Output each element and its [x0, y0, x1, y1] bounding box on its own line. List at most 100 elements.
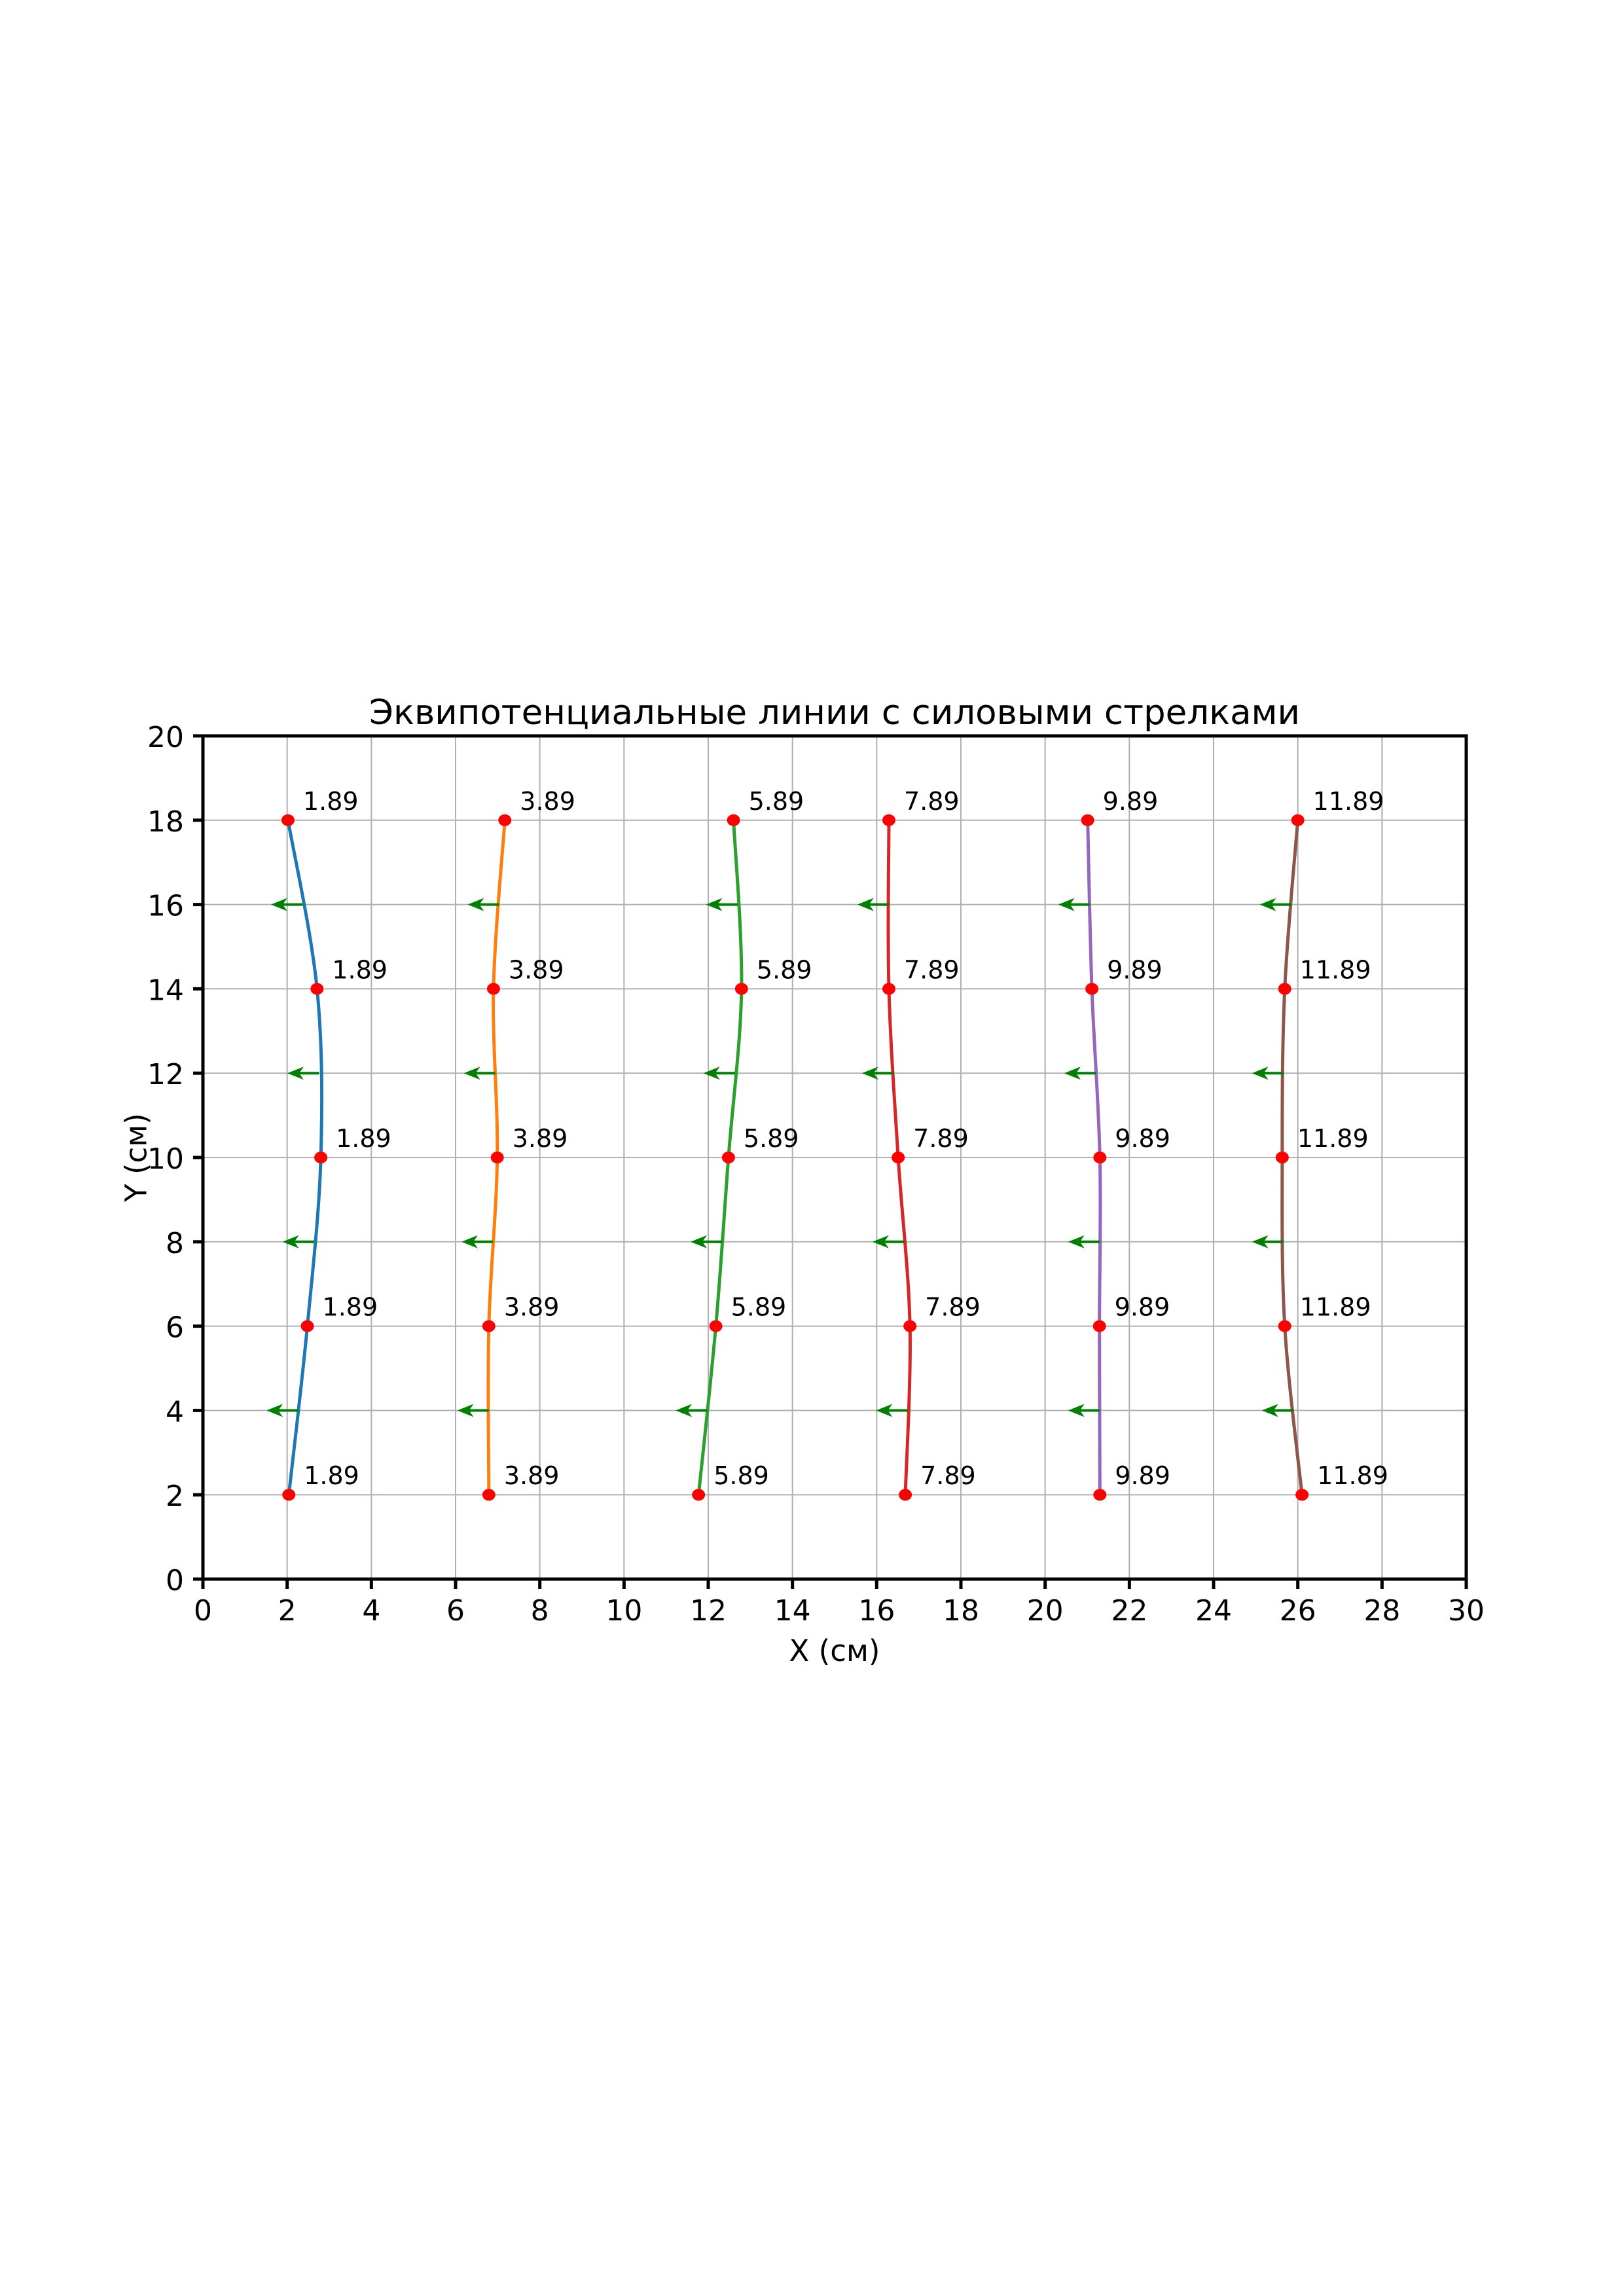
potential-label: 7.89: [920, 1461, 976, 1490]
force-arrow-head: [690, 1235, 707, 1248]
x-tick-label: 12: [690, 1594, 727, 1628]
x-tick-label: 8: [531, 1594, 549, 1628]
x-tick-label: 0: [194, 1594, 212, 1628]
potential-label: 1.89: [323, 1293, 378, 1322]
potential-label: 1.89: [336, 1124, 391, 1153]
potential-label: 9.89: [1115, 1124, 1170, 1153]
potential-label: 7.89: [904, 955, 960, 984]
data-point-3.89: [498, 814, 512, 826]
data-point-7.89: [892, 1152, 905, 1163]
force-arrow-head: [467, 898, 484, 911]
x-tick-label: 26: [1280, 1594, 1316, 1628]
y-tick-label: 8: [166, 1227, 184, 1260]
force-arrow-head: [1068, 1235, 1085, 1248]
force-arrow-head: [1259, 898, 1276, 911]
force-arrow-head: [1261, 1404, 1278, 1417]
y-tick-label: 0: [166, 1564, 184, 1597]
potential-label: 9.89: [1115, 1293, 1170, 1322]
potential-label: 5.89: [744, 1124, 799, 1153]
grid: [203, 736, 1466, 1579]
y-tick-label: 2: [166, 1480, 184, 1513]
data-point-5.89: [692, 1489, 706, 1501]
y-tick-label: 10: [147, 1142, 184, 1176]
data-point-7.89: [899, 1489, 912, 1501]
data-point-5.89: [721, 1152, 735, 1163]
force-arrow-head: [457, 1404, 474, 1417]
force-arrow-head: [872, 1235, 889, 1248]
data-point-11.89: [1278, 1320, 1291, 1332]
data-point-3.89: [490, 1152, 504, 1163]
data-point-1.89: [310, 983, 324, 995]
data-point-1.89: [281, 814, 295, 826]
data-point-3.89: [482, 1489, 496, 1501]
force-arrow-head: [676, 1404, 693, 1417]
potential-label: 11.89: [1313, 787, 1384, 816]
data-point-7.89: [882, 983, 895, 995]
tick-marks: [193, 734, 1468, 1589]
data-point-11.89: [1291, 814, 1305, 826]
x-tick-label: 30: [1448, 1594, 1485, 1628]
potential-label: 7.89: [904, 787, 960, 816]
potential-label: 7.89: [925, 1293, 981, 1322]
potential-label: 3.89: [504, 1293, 560, 1322]
y-tick-label: 14: [147, 974, 184, 1007]
x-axis-label: X (см): [789, 1633, 880, 1668]
y-tick-label: 6: [166, 1311, 184, 1345]
x-tick-label: 14: [774, 1594, 811, 1628]
force-arrow-head: [1068, 1404, 1085, 1417]
data-point-3.89: [482, 1320, 496, 1332]
force-arrow-head: [287, 1066, 304, 1080]
chart-title: Эквипотенциальные линии с силовыми стрел…: [369, 693, 1300, 733]
potential-label: 9.89: [1107, 955, 1163, 984]
potential-label: 11.89: [1297, 1124, 1369, 1153]
x-tick-label: 24: [1195, 1594, 1232, 1628]
point-labels: 1.89 1.89 1.89 1.89 1.89 3.89 3.89 3.89 3.89 3.89…: [303, 787, 1388, 1490]
potential-label: 1.89: [332, 955, 388, 984]
potential-label: 11.89: [1317, 1461, 1388, 1490]
data-point-11.89: [1275, 1152, 1289, 1163]
x-tick-label: 2: [278, 1594, 297, 1628]
x-tick-label: 10: [605, 1594, 642, 1628]
data-points: [281, 814, 1309, 1501]
x-tick-label: 16: [858, 1594, 895, 1628]
data-point-5.89: [727, 814, 740, 826]
x-tick-label: 20: [1027, 1594, 1064, 1628]
x-tick-label: 4: [362, 1594, 380, 1628]
potential-label: 5.89: [731, 1293, 787, 1322]
potential-label: 3.89: [509, 955, 564, 984]
force-arrow-head: [270, 898, 287, 911]
tick-labels: 0 2 4 6 8 10 12 14 16 18 20 22 24 26 28 300246810121416…: [147, 721, 1485, 1628]
potential-label: 3.89: [504, 1461, 560, 1490]
force-arrow-head: [1252, 1066, 1269, 1080]
data-point-9.89: [1093, 1489, 1107, 1501]
potential-label: 9.89: [1103, 787, 1159, 816]
force-arrow-head: [1252, 1235, 1269, 1248]
potential-label: 11.89: [1300, 1293, 1371, 1322]
x-tick-label: 22: [1111, 1594, 1147, 1628]
data-point-9.89: [1085, 983, 1099, 995]
data-point-5.89: [734, 983, 748, 995]
force-arrow-head: [1064, 1066, 1081, 1080]
x-tick-label: 18: [943, 1594, 979, 1628]
y-tick-label: 18: [147, 805, 184, 839]
potential-label: 9.89: [1115, 1461, 1170, 1490]
data-point-3.89: [486, 983, 500, 995]
data-point-11.89: [1295, 1489, 1309, 1501]
potential-label: 3.89: [520, 787, 575, 816]
potential-label: 5.89: [757, 955, 812, 984]
data-point-9.89: [1093, 1152, 1107, 1163]
data-point-7.89: [882, 814, 895, 826]
force-arrow-head: [703, 1066, 720, 1080]
data-point-7.89: [903, 1320, 917, 1332]
force-arrow-head: [461, 1235, 478, 1248]
potential-label: 5.89: [749, 787, 804, 816]
data-point-11.89: [1278, 983, 1291, 995]
force-arrow-head: [266, 1404, 283, 1417]
data-point-1.89: [300, 1320, 314, 1332]
data-point-1.89: [282, 1489, 296, 1501]
force-arrow-head: [282, 1235, 299, 1248]
potential-label: 1.89: [303, 787, 359, 816]
data-point-1.89: [314, 1152, 328, 1163]
